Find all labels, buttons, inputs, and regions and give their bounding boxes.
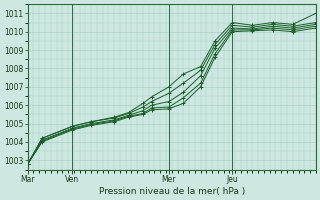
X-axis label: Pression niveau de la mer( hPa ): Pression niveau de la mer( hPa )	[99, 187, 245, 196]
